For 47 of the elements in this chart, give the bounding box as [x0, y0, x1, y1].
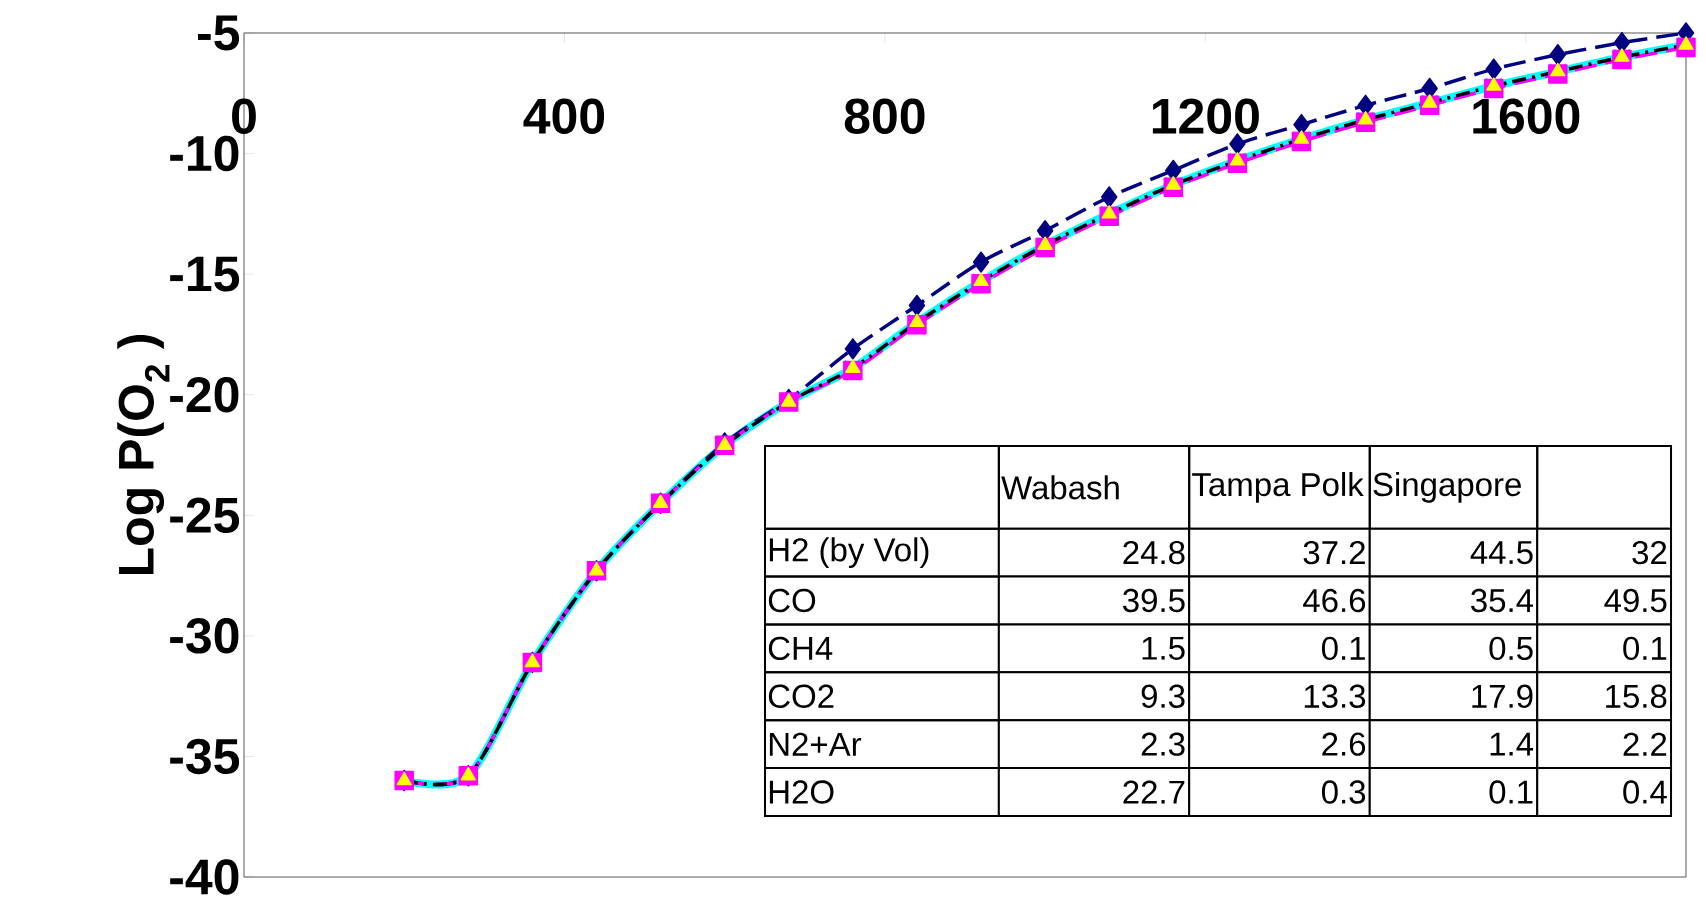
- y-tick-label: H2O: [769, 780, 834, 804]
- data-label: 24.8: [1123, 540, 1185, 565]
- data-label: 39.5: [1123, 588, 1185, 613]
- data-label: 0.1: [1623, 636, 1667, 661]
- data-label: 49.5: [1604, 588, 1667, 613]
- data-label: 0.5: [1489, 636, 1533, 661]
- x-tick-label: Singapore: [1373, 471, 1521, 503]
- y-tick-label: -15: [170, 256, 240, 292]
- x-tick-label: Tampa Polk: [1192, 471, 1364, 503]
- data-label: 13.3: [1304, 684, 1366, 708]
- data-label: 2.3: [1141, 732, 1185, 756]
- data-label: 46.6: [1303, 588, 1366, 613]
- data-label: 32: [1632, 540, 1667, 565]
- data-label: 1.5: [1142, 636, 1185, 660]
- y-tick-label: N2+Ar: [769, 732, 862, 756]
- y-tick-label: -20: [170, 377, 239, 413]
- data-label: 44.5: [1470, 541, 1533, 565]
- data-label: 17.9: [1472, 684, 1533, 708]
- y-tick-label: CO: [768, 588, 816, 613]
- data-label: 35.4: [1471, 588, 1534, 613]
- x-tick-label: 1600: [1473, 98, 1580, 134]
- data-label: 9.3: [1141, 684, 1185, 708]
- x-tick-label: 800: [844, 98, 925, 134]
- y-tick-label: -10: [170, 135, 239, 172]
- y-tick-label: -25: [170, 497, 240, 533]
- data-label: 0.4: [1623, 780, 1667, 804]
- data-label: 0.3: [1321, 780, 1366, 804]
- y-tick-label: -40: [170, 859, 239, 895]
- y-tick-label: CH4: [768, 636, 833, 661]
- x-tick-label: 1200: [1152, 98, 1259, 134]
- x-tick-label: 400: [523, 98, 605, 134]
- data-label: 0.1: [1489, 780, 1533, 804]
- y-tick-label: H2 (by Vol): [769, 537, 929, 569]
- data-label: 22.7: [1123, 780, 1185, 804]
- x-tick-label: 0: [232, 98, 256, 134]
- data-label: 0.1: [1321, 636, 1365, 661]
- y-axis-title: Log P(O$_{2}$ ): [117, 335, 170, 575]
- data-label: 2.2: [1623, 732, 1667, 756]
- data-label: 37.2: [1303, 540, 1365, 565]
- data-label: 1.4: [1490, 732, 1534, 756]
- data-label: 2.6: [1322, 732, 1366, 756]
- x-tick-label: Wabash: [1001, 475, 1119, 500]
- y-tick-label: -5: [197, 15, 240, 51]
- y-tick-label: CO2: [768, 684, 834, 708]
- y-tick-label: -35: [170, 738, 240, 775]
- y-tick-label: -30: [170, 618, 239, 654]
- data-label: 15.8: [1606, 684, 1667, 708]
